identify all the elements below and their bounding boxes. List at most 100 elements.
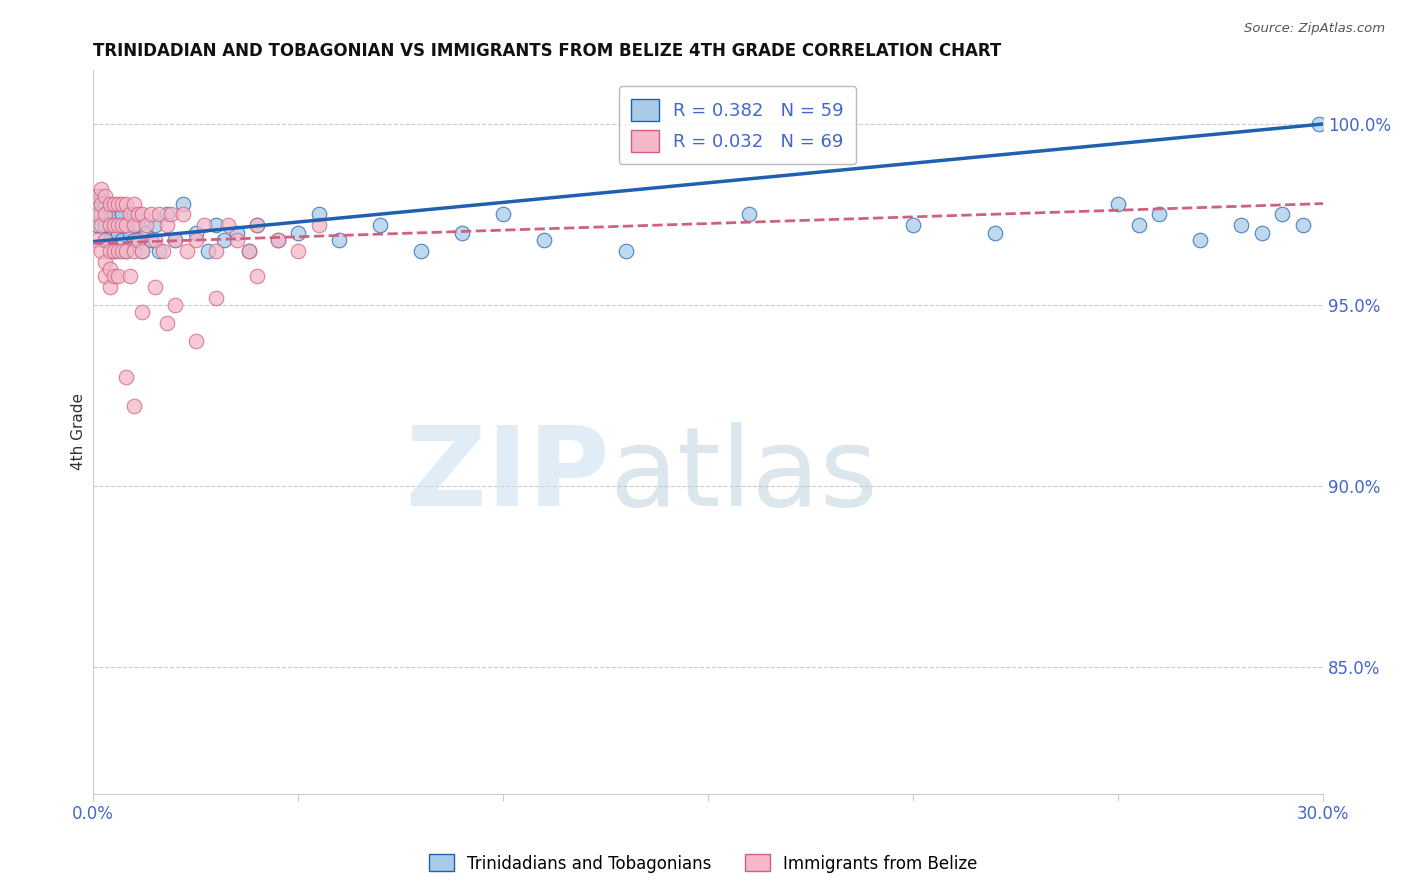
Point	[156, 316, 179, 330]
Point	[98, 280, 121, 294]
Point	[1308, 117, 1330, 131]
Point	[246, 219, 269, 233]
Point	[94, 207, 117, 221]
Point	[131, 244, 153, 258]
Point	[122, 207, 145, 221]
Point	[94, 196, 117, 211]
Point	[214, 233, 236, 247]
Point	[246, 219, 269, 233]
Point	[533, 233, 555, 247]
Point	[139, 207, 162, 221]
Point	[156, 207, 179, 221]
Y-axis label: 4th Grade: 4th Grade	[72, 393, 86, 470]
Point	[308, 219, 330, 233]
Point	[90, 207, 112, 221]
Point	[107, 244, 129, 258]
Point	[98, 233, 121, 247]
Point	[122, 233, 145, 247]
Point	[246, 268, 269, 283]
Point	[184, 334, 207, 348]
Point	[94, 254, 117, 268]
Point	[90, 182, 112, 196]
Point	[94, 268, 117, 283]
Point	[122, 244, 145, 258]
Point	[103, 268, 125, 283]
Point	[122, 219, 145, 233]
Point	[86, 207, 108, 221]
Point	[111, 233, 134, 247]
Point	[1230, 219, 1253, 233]
Text: atlas: atlas	[610, 422, 879, 529]
Point	[103, 226, 125, 240]
Point	[90, 244, 112, 258]
Point	[90, 196, 112, 211]
Point	[115, 244, 138, 258]
Point	[131, 207, 153, 221]
Point	[205, 244, 228, 258]
Point	[135, 219, 157, 233]
Point	[94, 233, 117, 247]
Point	[328, 233, 350, 247]
Point	[165, 233, 187, 247]
Point	[1250, 226, 1272, 240]
Point	[111, 196, 134, 211]
Point	[143, 233, 166, 247]
Point	[86, 196, 108, 211]
Legend: Trinidadians and Tobagonians, Immigrants from Belize: Trinidadians and Tobagonians, Immigrants…	[422, 847, 984, 880]
Point	[103, 244, 125, 258]
Point	[115, 196, 138, 211]
Point	[451, 226, 474, 240]
Point	[98, 207, 121, 221]
Point	[120, 207, 142, 221]
Point	[111, 207, 134, 221]
Point	[1147, 207, 1170, 221]
Point	[115, 219, 138, 233]
Point	[122, 196, 145, 211]
Point	[1107, 196, 1129, 211]
Point	[120, 226, 142, 240]
Point	[131, 244, 153, 258]
Point	[103, 207, 125, 221]
Legend: R = 0.382   N = 59, R = 0.032   N = 69: R = 0.382 N = 59, R = 0.032 N = 69	[619, 86, 856, 164]
Point	[143, 280, 166, 294]
Point	[287, 226, 309, 240]
Point	[86, 219, 108, 233]
Point	[287, 244, 309, 258]
Point	[614, 244, 637, 258]
Point	[205, 219, 228, 233]
Point	[131, 305, 153, 319]
Point	[98, 261, 121, 276]
Point	[111, 219, 134, 233]
Point	[115, 219, 138, 233]
Text: TRINIDADIAN AND TOBAGONIAN VS IMMIGRANTS FROM BELIZE 4TH GRADE CORRELATION CHART: TRINIDADIAN AND TOBAGONIAN VS IMMIGRANTS…	[93, 42, 1001, 60]
Point	[984, 226, 1007, 240]
Point	[1128, 219, 1150, 233]
Point	[103, 219, 125, 233]
Point	[184, 226, 207, 240]
Point	[225, 233, 247, 247]
Point	[492, 207, 515, 221]
Point	[266, 233, 288, 247]
Point	[107, 196, 129, 211]
Point	[135, 226, 157, 240]
Point	[184, 233, 207, 247]
Point	[107, 226, 129, 240]
Point	[98, 219, 121, 233]
Point	[411, 244, 433, 258]
Point	[94, 219, 117, 233]
Point	[107, 219, 129, 233]
Point	[115, 370, 138, 384]
Point	[139, 233, 162, 247]
Point	[120, 268, 142, 283]
Point	[127, 219, 149, 233]
Point	[172, 196, 194, 211]
Point	[98, 196, 121, 211]
Point	[156, 219, 179, 233]
Point	[238, 244, 260, 258]
Point	[225, 226, 247, 240]
Point	[901, 219, 924, 233]
Point	[122, 400, 145, 414]
Point	[205, 291, 228, 305]
Point	[266, 233, 288, 247]
Point	[94, 233, 117, 247]
